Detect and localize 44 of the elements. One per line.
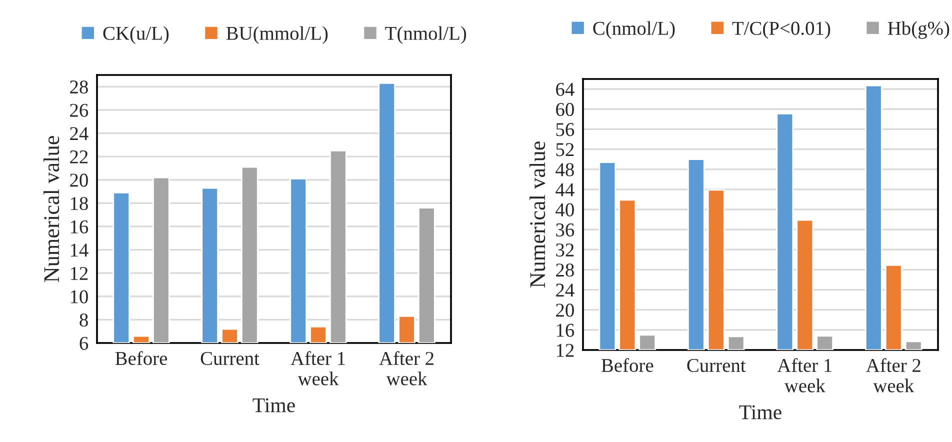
- legend-label: CK(u/L): [103, 26, 169, 44]
- y-tick-label: 28: [70, 80, 88, 94]
- y-tick-label: 10: [70, 290, 88, 304]
- y-tick-label: 16: [556, 324, 574, 337]
- y-tick-label: 48: [556, 163, 574, 176]
- y-tick-label: 20: [70, 174, 88, 187]
- y-axis-title: Numerical value: [530, 142, 546, 288]
- y-tick-label: 22: [70, 150, 88, 164]
- y-tick-label: 52: [556, 143, 574, 156]
- x-tick-label: After 1 week: [290, 351, 345, 386]
- y-tick-label: 26: [70, 104, 88, 117]
- x-tick-label: Before: [115, 351, 168, 366]
- y-tick-label: 60: [556, 102, 574, 116]
- y-tick-label: 16: [70, 220, 88, 234]
- y-axis-title: Numerical value: [44, 136, 60, 282]
- y-tick-label: 36: [556, 223, 574, 236]
- y-tick-label: 6: [80, 336, 88, 350]
- y-tick-label: 20: [556, 304, 574, 317]
- y-tick-label: 24: [70, 127, 88, 140]
- legend-label: BU(mmol/L): [226, 26, 328, 44]
- y-tick-label: 64: [556, 82, 574, 96]
- y-tick-label: 44: [556, 183, 574, 196]
- y-tick-label: 14: [70, 244, 88, 257]
- y-tick-label: 40: [556, 203, 574, 216]
- x-tick-label: After 2 week: [379, 351, 434, 386]
- x-tick-label: Current: [687, 358, 746, 372]
- y-tick-label: 12: [70, 266, 88, 280]
- y-tick-label: 56: [556, 123, 574, 136]
- y-tick-label: 24: [556, 284, 574, 297]
- y-tick-label: 32: [556, 244, 574, 257]
- x-axis-title: Time: [252, 398, 295, 412]
- x-tick-label: Current: [200, 352, 260, 366]
- legend-label: T/C(P<0.01): [732, 21, 830, 39]
- legend-label: Hb(g%): [888, 21, 950, 39]
- y-tick-label: 28: [556, 264, 574, 277]
- legend-label: T(nmol/L): [385, 26, 466, 44]
- y-tick-label: 8: [80, 314, 88, 327]
- x-tick-label: After 2 week: [866, 358, 920, 392]
- x-tick-label: After 1 week: [777, 358, 832, 392]
- y-tick-label: 18: [70, 196, 88, 210]
- x-axis-title: Time: [739, 405, 782, 420]
- legend-label: C(nmol/L): [593, 21, 675, 39]
- y-tick-label: 12: [556, 344, 574, 357]
- x-tick-label: Before: [601, 358, 654, 372]
